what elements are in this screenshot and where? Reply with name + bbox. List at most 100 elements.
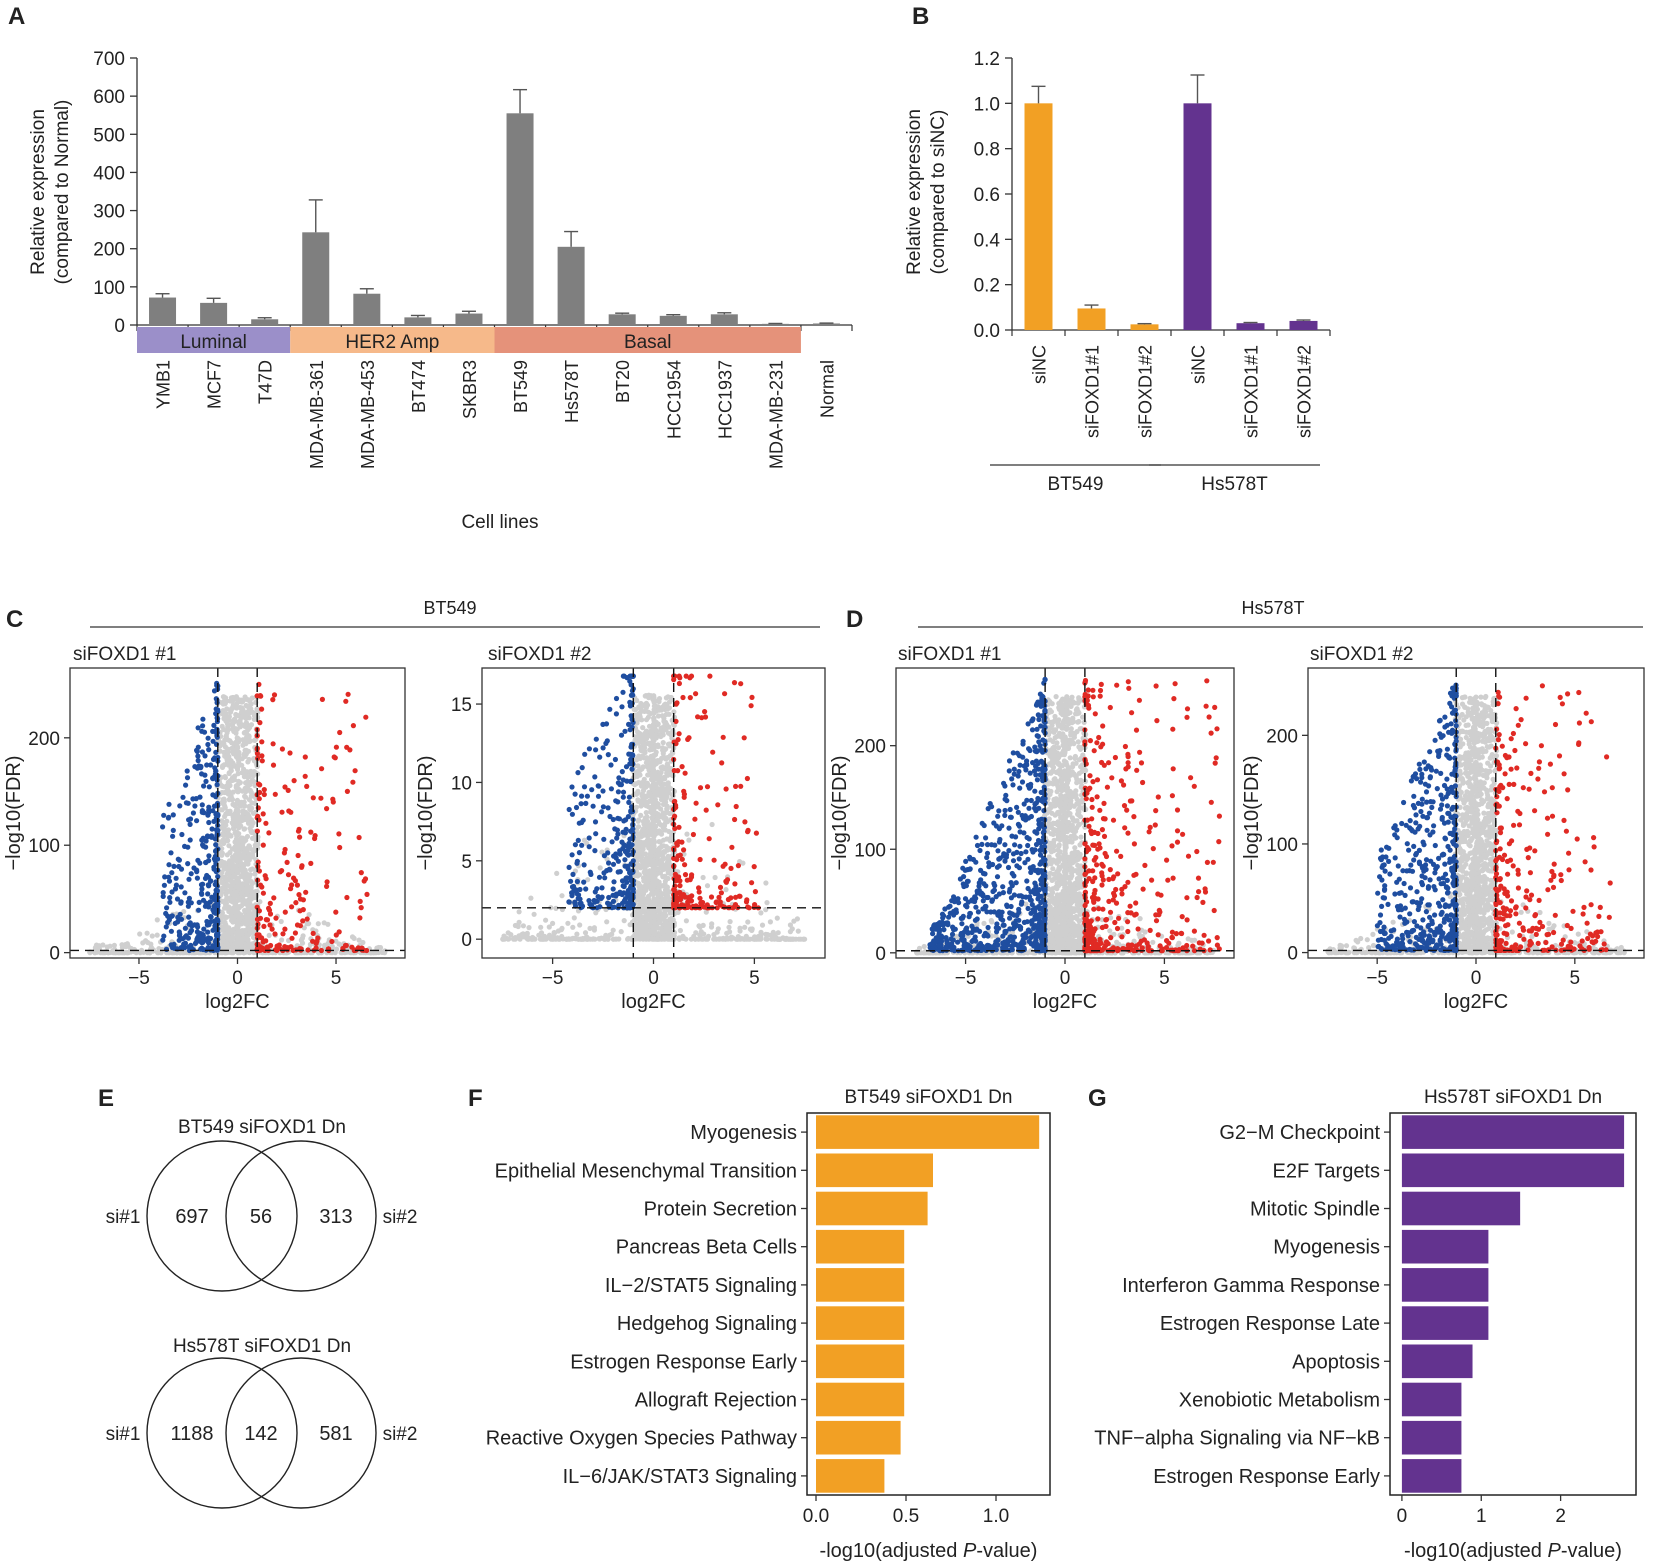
ns-point: [219, 723, 225, 730]
ns-point: [243, 730, 249, 736]
up-point: [697, 785, 704, 791]
ns-point: [650, 723, 657, 730]
ns-point: [661, 917, 668, 923]
ns-point: [698, 929, 704, 935]
ns-point: [237, 780, 243, 786]
up-point: [310, 795, 316, 801]
up-point: [295, 828, 302, 834]
down-point: [188, 871, 194, 877]
up-point: [260, 811, 266, 817]
up-point: [681, 791, 688, 797]
ns-point: [239, 762, 245, 768]
down-point: [200, 723, 206, 729]
up-point: [707, 673, 713, 679]
ns-point: [524, 932, 530, 938]
up-point: [345, 691, 351, 697]
up-point: [723, 786, 729, 792]
ns-point: [650, 844, 657, 850]
down-point: [605, 805, 611, 811]
down-point: [203, 778, 209, 785]
ns-point: [219, 885, 225, 892]
down-point: [186, 876, 192, 882]
down-point: [192, 764, 198, 770]
panel-label-e: E: [98, 1085, 114, 1112]
ns-point: [244, 833, 251, 840]
ns-point: [249, 829, 255, 836]
down-point: [205, 741, 211, 748]
up-point: [261, 923, 267, 930]
ns-point: [234, 743, 240, 749]
ns-point: [641, 742, 647, 748]
x-tick-label: siFOXD1#1: [1083, 345, 1103, 438]
down-point: [173, 875, 179, 881]
ns-point: [512, 922, 519, 929]
down-point: [610, 886, 616, 892]
ns-point: [670, 750, 676, 756]
y-tick-label: 1.2: [974, 49, 1000, 70]
up-point: [297, 908, 303, 914]
y-axis-label: −log10(FDR): [3, 755, 25, 870]
ns-point: [137, 931, 143, 937]
down-point: [615, 799, 621, 805]
up-point: [344, 894, 350, 901]
down-point: [614, 835, 620, 841]
y-axis-label: (compared to siNC): [928, 110, 949, 275]
ns-point: [300, 933, 306, 939]
down-point: [599, 809, 605, 815]
down-point: [204, 918, 210, 925]
down-point: [210, 943, 216, 949]
down-point: [184, 768, 190, 774]
ns-point: [246, 711, 252, 717]
ns-point: [241, 928, 247, 934]
down-point: [197, 794, 203, 800]
down-point: [211, 926, 218, 932]
up-point: [270, 762, 277, 768]
ns-point: [621, 918, 627, 924]
x-tick-label: HCC1937: [715, 360, 735, 439]
down-point: [586, 898, 592, 904]
down-point: [176, 863, 182, 870]
ns-point: [254, 706, 260, 712]
ns-point: [224, 852, 230, 858]
x-tick-label: 5: [749, 968, 760, 989]
down-point: [588, 904, 595, 910]
up-point: [733, 783, 739, 790]
down-point: [175, 919, 181, 925]
ns-point: [658, 857, 665, 863]
down-point: [574, 878, 581, 885]
up-point: [720, 734, 726, 740]
down-point: [611, 853, 617, 859]
up-point: [744, 775, 751, 782]
down-point: [194, 869, 200, 875]
down-point: [595, 793, 602, 799]
ns-point: [240, 742, 246, 748]
down-point: [607, 706, 613, 712]
up-point: [271, 692, 278, 698]
ns-point: [516, 909, 522, 915]
up-point: [678, 893, 685, 899]
y-tick-label: 700: [93, 49, 125, 70]
down-point: [200, 936, 206, 942]
down-point: [170, 833, 176, 839]
up-point: [671, 768, 677, 774]
ns-point: [232, 777, 238, 783]
ns-point: [235, 824, 242, 830]
ns-point: [791, 918, 797, 924]
up-point: [703, 807, 709, 813]
ns-point: [251, 716, 257, 723]
ns-point: [636, 753, 642, 759]
ns-point: [742, 924, 748, 930]
down-point: [629, 766, 635, 772]
down-point: [164, 905, 170, 911]
up-point: [260, 890, 266, 896]
down-point: [583, 886, 589, 892]
down-point: [215, 902, 221, 908]
ns-point: [246, 941, 252, 948]
down-point: [169, 870, 175, 876]
ns-point: [658, 707, 665, 713]
up-point: [293, 900, 299, 906]
down-point: [186, 817, 192, 823]
ns-point: [795, 928, 801, 934]
ns-point: [228, 795, 234, 801]
down-point: [618, 782, 625, 788]
